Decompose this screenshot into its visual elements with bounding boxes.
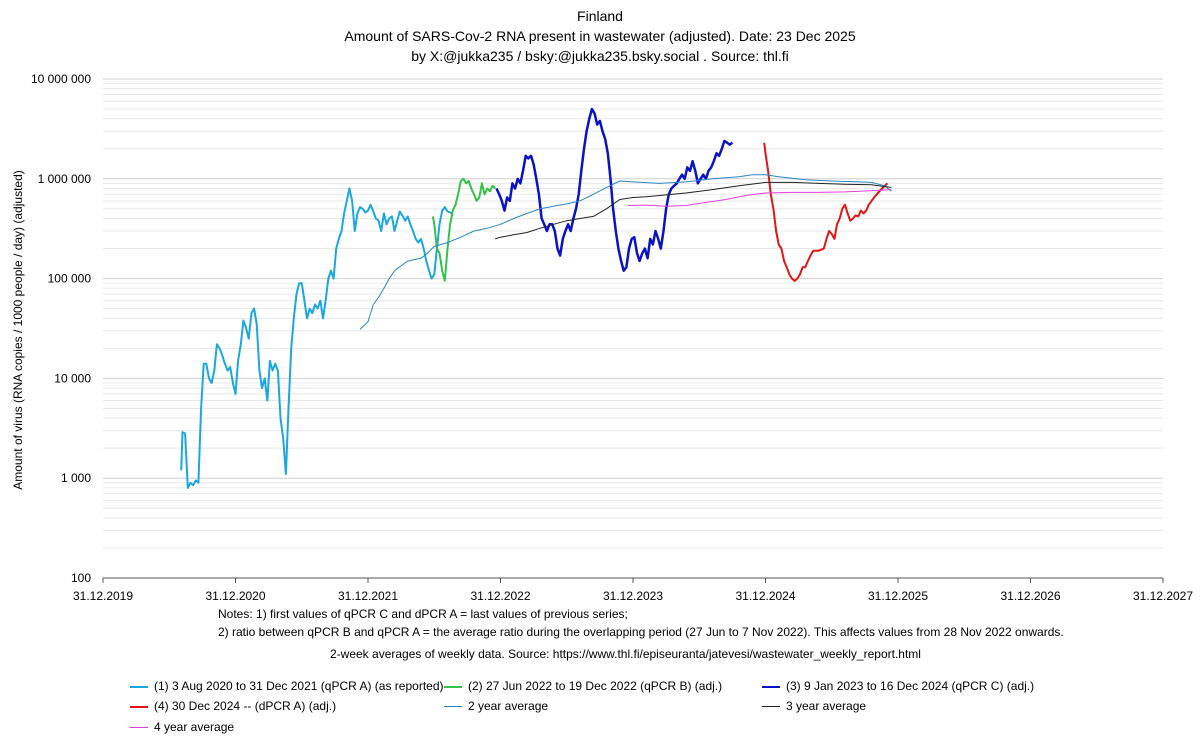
y-tick-label: 1 000 000 [38,172,92,186]
chart-title-line-1: Finland [577,8,623,24]
y-tick-label: 100 000 [48,272,92,286]
legend-entry-7: 4 year average [130,719,234,735]
x-tick-label: 31.12.2023 [603,589,663,603]
y-tick-label: 10 000 000 [31,72,91,86]
x-tick-label: 31.12.2019 [73,589,133,603]
series-line-7 [627,189,892,207]
note-line-2: 2) ratio between qPCR B and qPCR A = the… [218,625,1064,639]
legend-label: 4 year average [154,720,235,734]
legend-swatch [444,706,462,708]
x-tick-label: 31.12.2022 [470,589,530,603]
series-line-3 [495,107,734,272]
legend-label: (1) 3 Aug 2020 to 31 Dec 2021 (qPCR A) (… [154,679,444,693]
note-line-3: 2-week averages of weekly data. Source: … [330,647,921,661]
legend-entry-3: (3) 9 Jan 2023 to 16 Dec 2024 (qPCR C) (… [762,678,1034,694]
legend-swatch [762,706,780,708]
series-line-1 [180,187,454,489]
legend-swatch [130,705,148,708]
series-line-2 [431,177,496,282]
x-tick-label: 31.12.2024 [735,589,795,603]
y-tick-label: 1 000 [61,471,91,485]
y-tick-label: 10 000 [54,371,91,385]
legend-swatch [444,685,462,688]
legend-swatch [762,685,780,688]
chart-title-line-3: by X:@jukka235 / bsky:@jukka235.bsky.soc… [411,48,789,64]
gridlines [103,78,1163,579]
series-line-4 [763,142,889,282]
legend-label: (3) 9 Jan 2023 to 16 Dec 2024 (qPCR C) (… [786,679,1035,693]
series-lines [180,107,892,489]
legend-entry-6: 3 year average [762,698,866,714]
legend-entry-5: 2 year average [444,698,548,714]
legend-entry-2: (2) 27 Jun 2022 to 19 Dec 2022 (qPCR B) … [444,678,722,694]
legend-label: 2 year average [468,699,549,713]
chart-title-line-2: Amount of SARS-Cov-2 RNA present in wast… [344,28,856,44]
y-axis-label: Amount of virus (RNA copies / 1000 peopl… [11,170,25,490]
legend-swatch [130,685,148,688]
legend-label: (2) 27 Jun 2022 to 19 Dec 2022 (qPCR B) … [468,679,723,693]
legend-entry-1: (1) 3 Aug 2020 to 31 Dec 2021 (qPCR A) (… [130,678,444,694]
series-line-5 [359,174,892,330]
x-tick-label: 31.12.2025 [868,589,928,603]
series-line-6 [495,181,892,240]
y-tick-label: 100 [71,571,91,585]
x-tick-label: 31.12.2020 [205,589,265,603]
axes: 100 1 000 10 000 100 000 1 000 000 10 000 000… [31,72,1193,603]
legend-label: (4) 30 Dec 2024 -- (dPCR A) (adj.) [154,699,337,713]
x-tick-label: 31.12.2021 [338,589,398,603]
note-line-1: Notes: 1) first values of qPCR C and dPC… [218,607,628,621]
x-tick-label: 31.12.2026 [1000,589,1060,603]
x-tick-label: 31.12.2027 [1133,589,1193,603]
legend-entry-4: (4) 30 Dec 2024 -- (dPCR A) (adj.) [130,698,336,714]
legend-swatch [130,727,148,729]
legend-label: 3 year average [786,699,867,713]
